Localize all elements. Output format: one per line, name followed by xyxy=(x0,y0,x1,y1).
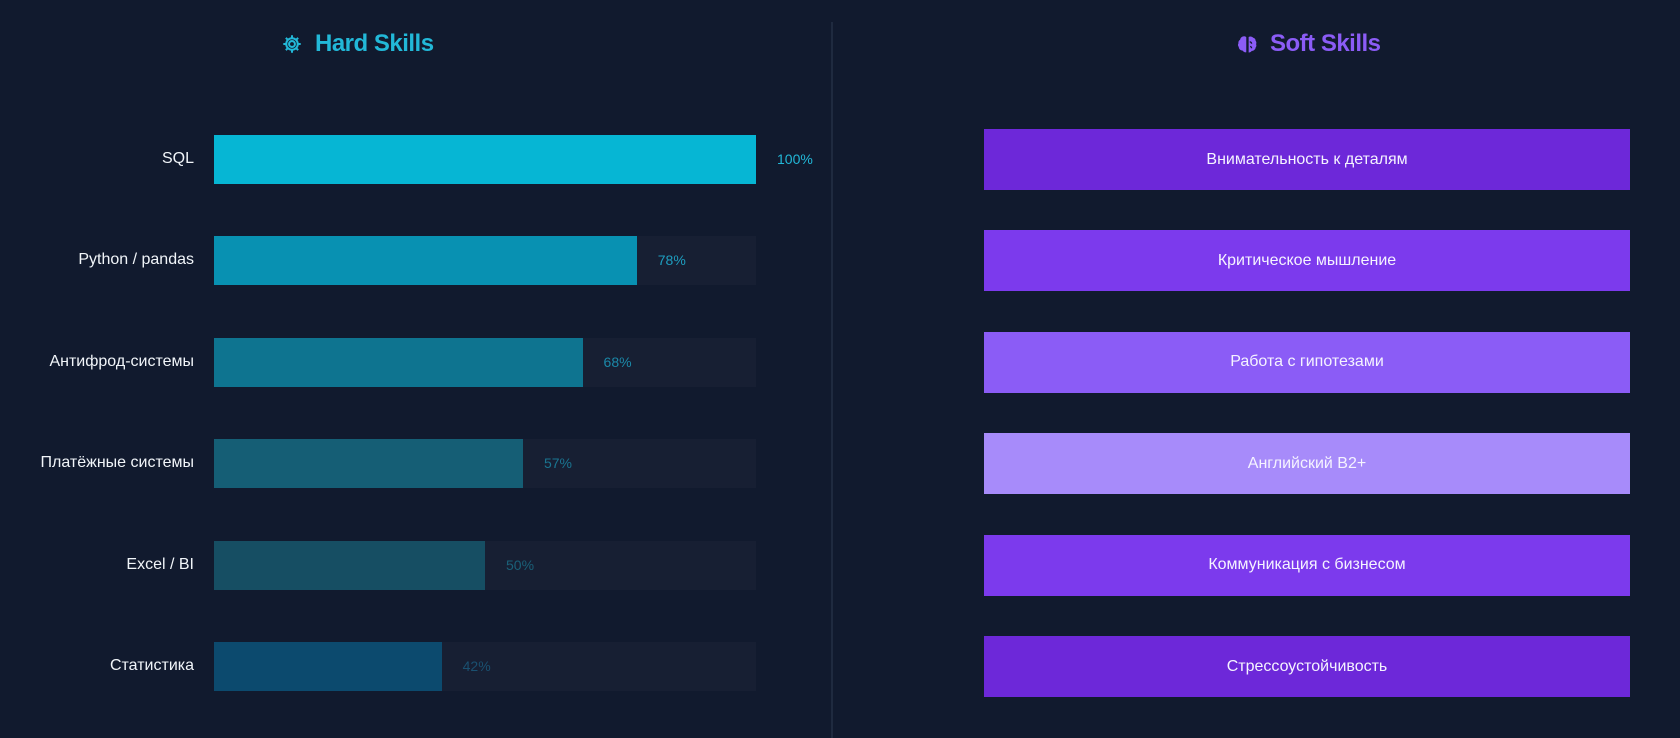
bar-label: SQL xyxy=(161,150,194,167)
bar-label: Антифрод-системы xyxy=(49,352,194,370)
bar xyxy=(214,236,637,286)
soft-skill-item: Критическое мышление xyxy=(984,230,1630,292)
bar-track xyxy=(214,540,756,590)
bar-value-label: 50% xyxy=(506,556,535,573)
soft-skill-item: Стрессоустойчивость xyxy=(984,636,1630,697)
bar-label: Python / pandas xyxy=(78,251,194,269)
soft-skill-item: Английский B2+ xyxy=(984,433,1630,495)
bar-track xyxy=(214,236,756,286)
bar-value-label: 42% xyxy=(462,658,491,674)
bar-track xyxy=(214,642,756,691)
bar xyxy=(214,135,756,184)
bar-value-label: 100% xyxy=(777,151,813,167)
bar-value-label: 78% xyxy=(657,252,686,269)
bar-value-label: 68% xyxy=(603,353,632,370)
brain-icon xyxy=(1235,32,1259,56)
soft-skill-item: Работа с гипотезами xyxy=(984,331,1630,393)
bar xyxy=(214,642,442,691)
bar xyxy=(214,439,523,489)
soft-skill-item: Коммуникация с бизнесом xyxy=(984,534,1630,596)
bar-track xyxy=(214,439,756,489)
bar-value-label: 57% xyxy=(543,455,572,472)
hard-skills-title: Hard Skills xyxy=(280,26,434,62)
bar-track xyxy=(214,337,756,387)
gear-icon xyxy=(280,32,304,56)
bar-label: Платёжные системы xyxy=(40,454,194,472)
panel-divider xyxy=(831,22,833,738)
bar-label: Статистика xyxy=(109,657,194,674)
soft-skill-item: Внимательность к деталям xyxy=(984,129,1630,190)
bar xyxy=(214,540,485,590)
soft-skills-title: Soft Skills xyxy=(1235,26,1381,62)
bar-track xyxy=(214,135,756,184)
soft-skills-title-text: Soft Skills xyxy=(1270,30,1381,57)
hard-skills-title-text: Hard Skills xyxy=(315,30,434,57)
bar-label: Excel / BI xyxy=(126,555,194,573)
bar xyxy=(214,337,583,387)
